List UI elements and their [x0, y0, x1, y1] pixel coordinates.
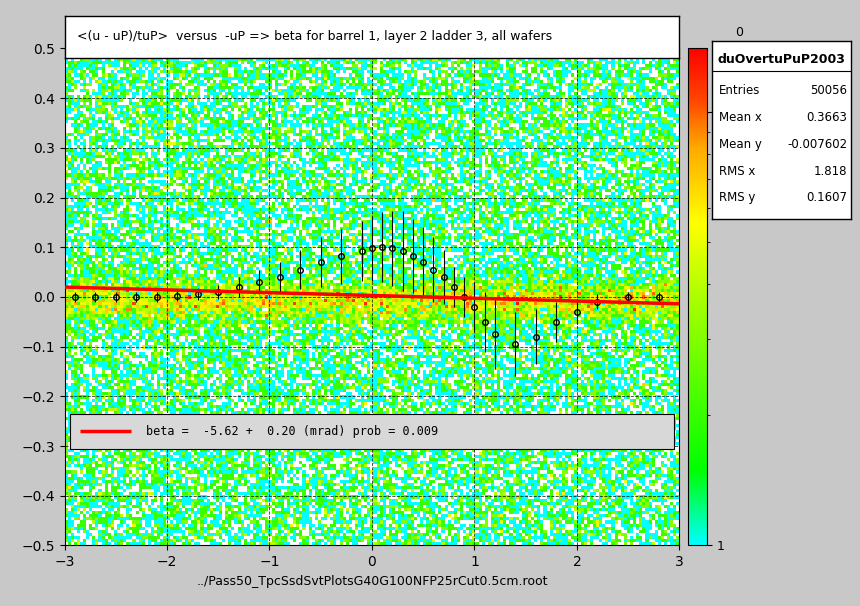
Text: Mean x: Mean x [719, 111, 762, 124]
Text: 0.1607: 0.1607 [806, 191, 847, 204]
Text: Entries: Entries [719, 84, 760, 97]
Text: 50056: 50056 [810, 84, 847, 97]
Text: <(u - uP)/tuP>  versus  -uP => beta for barrel 1, layer 2 ladder 3, all wafers: <(u - uP)/tuP> versus -uP => beta for ba… [77, 30, 552, 44]
Text: 0.3663: 0.3663 [807, 111, 847, 124]
Text: Mean y: Mean y [719, 138, 762, 151]
Text: -0.007602: -0.007602 [787, 138, 847, 151]
Text: RMS x: RMS x [719, 165, 755, 178]
Bar [70, 414, 674, 448]
X-axis label: ../Pass50_TpcSsdSvtPlotsG40G100NFP25rCut0.5cm.root: ../Pass50_TpcSsdSvtPlotsG40G100NFP25rCut… [196, 574, 548, 588]
Text: 1.818: 1.818 [814, 165, 847, 178]
Text: RMS y: RMS y [719, 191, 755, 204]
Text: beta =  -5.62 +  0.20 (mrad) prob = 0.009: beta = -5.62 + 0.20 (mrad) prob = 0.009 [146, 425, 439, 438]
Text: 0: 0 [735, 25, 743, 39]
Text: duOvertuPuP2003: duOvertuPuP2003 [718, 53, 845, 66]
